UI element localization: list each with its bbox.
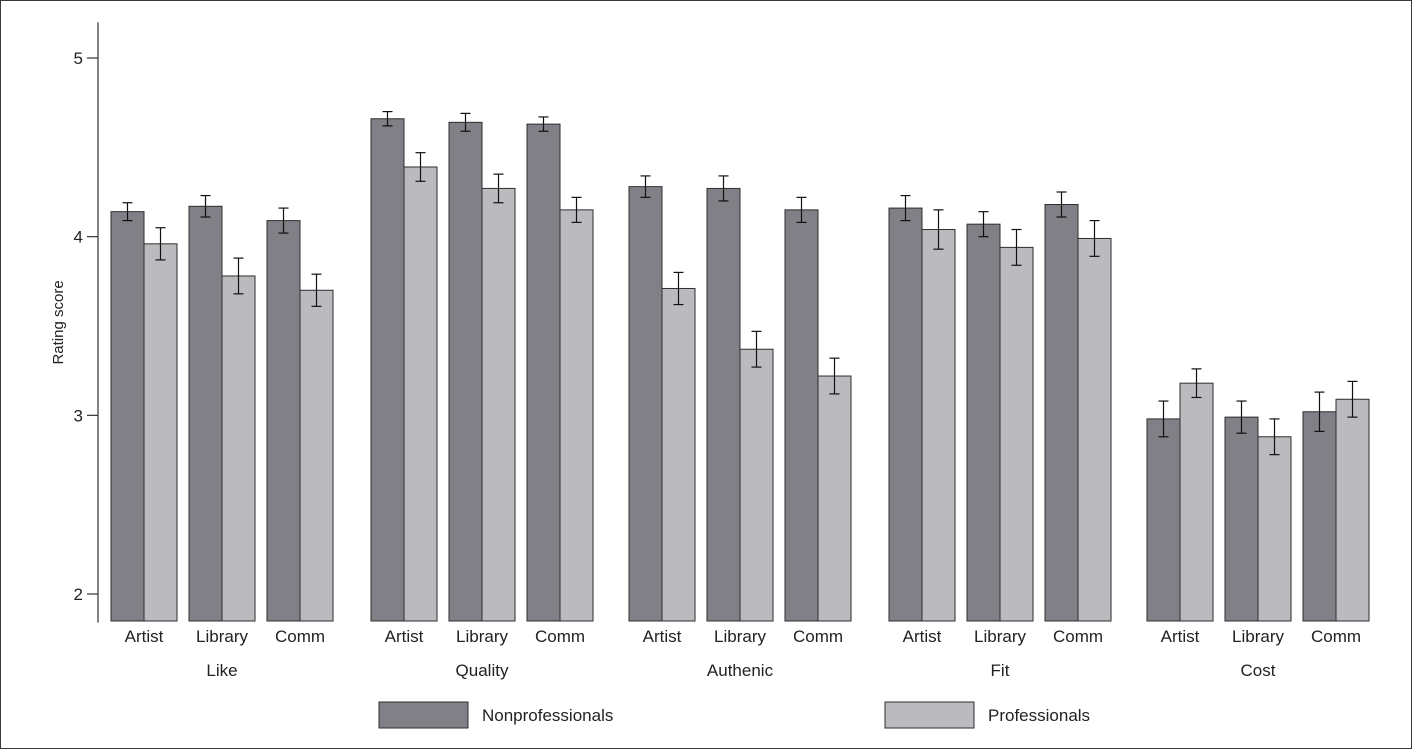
bar-nonprofessionals <box>784 209 819 622</box>
y-tick-label: 4 <box>74 228 83 247</box>
bar-nonprofessionals <box>1146 418 1181 622</box>
bar-professionals <box>403 166 438 622</box>
bar-nonprofessionals <box>1224 416 1259 622</box>
bar-professionals <box>221 275 256 622</box>
category-label: Artist <box>903 627 942 646</box>
category-label: Library <box>196 627 248 646</box>
legend-label-nonprofessionals: Nonprofessionals <box>482 706 613 725</box>
category-label: Artist <box>1161 627 1200 646</box>
bar-professionals <box>661 287 696 622</box>
bar-professionals <box>559 209 594 622</box>
group-label: Authenic <box>707 661 774 680</box>
category-label: Library <box>714 627 766 646</box>
bar-professionals <box>481 187 516 622</box>
category-label: Library <box>974 627 1026 646</box>
bar-professionals <box>1335 398 1370 622</box>
bar-nonprofessionals <box>448 121 483 622</box>
category-label: Library <box>1232 627 1284 646</box>
bar-professionals <box>299 289 334 622</box>
bar-nonprofessionals <box>966 223 1001 622</box>
bar-nonprofessionals <box>266 220 301 622</box>
y-axis-title: Rating score <box>50 280 67 364</box>
y-tick-label: 3 <box>74 406 83 425</box>
bar-nonprofessionals <box>110 211 145 622</box>
bar-professionals <box>739 348 774 622</box>
bar-nonprofessionals <box>370 118 405 622</box>
y-tick-label: 5 <box>74 49 83 68</box>
category-label: Comm <box>275 627 325 646</box>
bar-professionals <box>1077 237 1112 622</box>
bar-nonprofessionals <box>628 186 663 622</box>
category-label: Comm <box>1311 627 1361 646</box>
bar-professionals <box>143 243 178 622</box>
bar-professionals <box>817 375 852 622</box>
category-label: Library <box>456 627 508 646</box>
bar-nonprofessionals <box>188 205 223 622</box>
category-label: Artist <box>125 627 164 646</box>
bar-professionals <box>999 246 1034 622</box>
legend-swatch-professionals <box>884 701 975 729</box>
bar-professionals <box>921 229 956 622</box>
bar-professionals <box>1179 382 1214 622</box>
group-label: Quality <box>456 661 509 680</box>
category-label: Artist <box>385 627 424 646</box>
bar-nonprofessionals <box>1302 411 1337 622</box>
group-label: Like <box>206 661 237 680</box>
bar-nonprofessionals <box>526 123 561 622</box>
legend-swatch-nonprofessionals <box>378 701 469 729</box>
bar-nonprofessionals <box>888 207 923 622</box>
bar-professionals <box>1257 436 1292 622</box>
legend-label-professionals: Professionals <box>988 706 1090 725</box>
y-tick-label: 2 <box>74 585 83 604</box>
group-label: Cost <box>1241 661 1276 680</box>
category-label: Comm <box>1053 627 1103 646</box>
category-label: Comm <box>535 627 585 646</box>
category-label: Artist <box>643 627 682 646</box>
group-label: Fit <box>991 661 1010 680</box>
category-label: Comm <box>793 627 843 646</box>
bar-nonprofessionals <box>1044 204 1079 622</box>
bar-nonprofessionals <box>706 187 741 622</box>
